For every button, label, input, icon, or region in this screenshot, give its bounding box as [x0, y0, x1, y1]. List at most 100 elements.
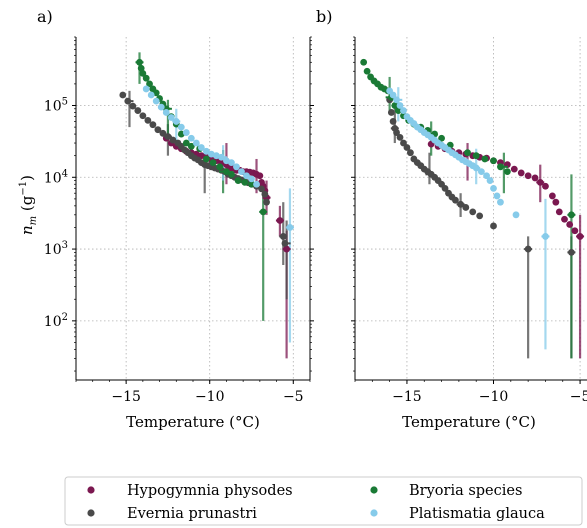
panel-b-point-platismatia-glauca [493, 192, 501, 200]
panel-b-x-axis-label: Temperature (°C) [402, 413, 536, 431]
legend-label-platismatia: Platismatia glauca [409, 506, 545, 522]
panel-a-point-platismatia-glauca [187, 134, 195, 142]
panel-a-point-platismatia-glauca [228, 159, 235, 167]
panel-a-point-platismatia-glauca [177, 123, 185, 131]
panel-b-point-hypogymnia-physodes [571, 227, 579, 235]
panel-b: b) −15 −10 −5 Temperature (°C) [316, 7, 587, 431]
panel-b-point-evernia-prunastri [393, 129, 400, 136]
panel-a-point-bryoria-species [187, 142, 195, 150]
panel-a-point-bryoria-species [241, 178, 249, 186]
panel-a-y-tick-label: 105 [44, 97, 68, 115]
legend-label-evernia: Evernia prunastri [127, 506, 257, 522]
panel-b-x-tick-label: −15 [392, 389, 422, 405]
panel-b-point-platismatia-glauca [483, 172, 490, 180]
panel-a-y-tick-label: 102 [44, 312, 68, 330]
panel-a-point-platismatia-glauca [142, 85, 150, 93]
y-axis-label-sub: m [28, 216, 39, 225]
panel-a-point-bryoria-species [216, 163, 224, 171]
legend-label-bryoria: Bryoria species [409, 483, 522, 499]
panel-a-point-platismatia-glauca [243, 172, 250, 180]
panel-a-point-evernia-prunastri [149, 121, 157, 129]
panel-b-point-platismatia-glauca [396, 102, 404, 109]
panel-a-point-platismatia-glauca [162, 109, 170, 116]
panel-b-x-tick-label: −10 [479, 389, 509, 405]
panel-a-grid [76, 37, 310, 380]
panel-b-point-bryoria-species [481, 155, 489, 163]
panel-a-point-platismatia-glauca [197, 144, 205, 151]
panel-b-data [360, 58, 585, 359]
panel-b-point-evernia-prunastri [387, 109, 395, 116]
panel-b-point-platismatia-glauca [512, 211, 520, 219]
panel-b-point-bryoria-species [438, 134, 445, 142]
legend: Hypogymnia physodes Evernia prunastri Br… [64, 476, 583, 526]
panel-b-point-bryoria-species [503, 168, 511, 176]
y-axis-label-unit-close: ) [18, 175, 36, 181]
panel-a: a) −15 −10 −5 102 103 104 105 Temperature (°C)… [18, 7, 314, 431]
panel-b-point-hypogymnia-physodes [517, 169, 525, 177]
panel-a-point-bryoria-species [248, 180, 255, 188]
panel-a-point-bryoria-species [209, 159, 217, 167]
panel-b-point-hypogymnia-physodes [548, 192, 556, 200]
panel-b-point-evernia-prunastri [490, 222, 497, 230]
panel-a-point-platismatia-glauca [152, 97, 160, 105]
panel-b-x-tick-label: −5 [570, 389, 587, 405]
panel-a-point-bryoria-species [228, 170, 235, 178]
panel-b-point-bryoria-species [472, 152, 480, 160]
panel-b-point-evernia-prunastri [441, 185, 449, 192]
panel-b-axes: −15 −10 −5 [351, 36, 587, 405]
panel-a-point-bryoria-species [146, 80, 153, 88]
panel-a-point-evernia-prunastri [139, 112, 147, 120]
legend-label-hypogymnia: Hypogymnia physodes [127, 483, 293, 499]
panel-a-point-evernia-prunastri [159, 129, 167, 137]
panel-b-point-bryoria-species [360, 58, 368, 66]
panel-a-point-platismatia-glauca [147, 91, 155, 99]
y-axis-label-unit-exp: −1 [18, 181, 29, 196]
panel-a-label: a) [37, 7, 53, 26]
panel-a-point-platismatia-glauca [202, 147, 210, 155]
panel-a-point-platismatia-glauca [167, 114, 175, 121]
panel-b-point-hypogymnia-physodes [555, 208, 563, 216]
panel-b-point-evernia-prunastri [396, 133, 404, 141]
y-axis-label-main: n [18, 225, 36, 235]
panel-b-point-evernia-prunastri [476, 212, 484, 220]
panel-a-point-evernia-prunastri [134, 107, 142, 114]
panel-a-point-evernia-prunastri [261, 190, 269, 198]
panel-b-point-bryoria-species [391, 102, 399, 109]
panel-b-point-evernia-prunastri [407, 149, 414, 157]
panel-a-point-platismatia-glauca [192, 139, 200, 147]
panel-b-point-evernia-prunastri [403, 144, 411, 151]
panel-a-point-bryoria-species [137, 64, 145, 72]
panel-b-point-platismatia-glauca [497, 198, 504, 206]
panel-a-x-tick-label: −10 [195, 389, 225, 405]
panel-a-point-evernia-prunastri [119, 91, 127, 99]
panel-a-y-tick-label: 104 [44, 168, 68, 186]
legend-marker-hypogymnia [87, 486, 95, 494]
panel-a-x-tick-label: −15 [111, 389, 141, 405]
panel-b-label: b) [316, 7, 332, 26]
panel-a-point-platismatia-glauca [248, 175, 255, 183]
panel-b-point-platismatia-glauca [486, 177, 494, 184]
panel-b-point-platismatia-glauca [490, 185, 497, 192]
panel-b-point-evernia-prunastri [469, 208, 477, 216]
panel-b-point-platismatia-glauca [389, 91, 397, 99]
panel-b-point-evernia-prunastri [389, 118, 397, 125]
panel-a-data [119, 52, 294, 359]
panel-a-point-bryoria-species [142, 74, 150, 82]
panel-b-point-hypogymnia-physodes [524, 172, 532, 180]
panel-b-grid [355, 37, 587, 380]
legend-frame [64, 476, 583, 526]
y-axis-label-unit: (g [18, 195, 36, 216]
panel-b-point-evernia-prunastri [462, 204, 470, 211]
panel-b-point-bryoria-species [363, 67, 371, 75]
panel-a-point-platismatia-glauca [253, 180, 260, 188]
panel-a-point-bryoria-species [182, 139, 190, 147]
panel-a-point-evernia-prunastri [129, 102, 137, 110]
panel-a-point-platismatia-glauca [233, 163, 240, 171]
legend-marker-evernia [87, 509, 95, 517]
panel-a-point-bryoria-species [202, 155, 210, 163]
panel-b-point-platismatia-glauca [400, 107, 407, 114]
panel-a-x-tick-label: −5 [283, 389, 304, 405]
panel-a-point-platismatia-glauca [238, 168, 245, 176]
y-axis-label: nm (g−1) [18, 175, 39, 235]
